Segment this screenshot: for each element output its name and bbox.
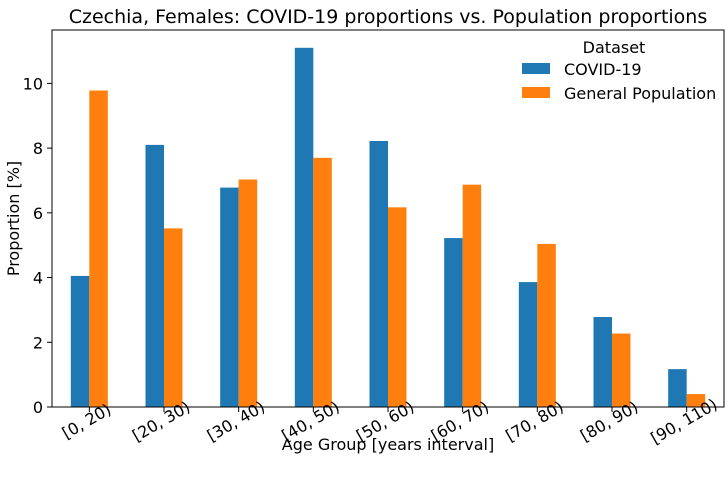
legend-swatch-population (522, 87, 550, 98)
y-tick-label-4: 8 (33, 139, 43, 158)
y-tick-label-2: 4 (33, 269, 43, 288)
legend-label-covid: COVID-19 (564, 60, 642, 79)
bar-covid-8 (668, 369, 687, 407)
bar-population-7 (612, 333, 631, 407)
bar-covid-5 (444, 238, 463, 407)
bar-population-2 (238, 179, 258, 407)
y-tick-label-5: 10 (23, 74, 43, 93)
y-tick-label-1: 2 (33, 333, 43, 352)
legend-title: Dataset (583, 38, 646, 57)
legend-swatch-covid (522, 63, 550, 74)
bar-covid-7 (593, 317, 612, 407)
bar-population-6 (537, 243, 556, 407)
legend: Dataset COVID-19 General Population (522, 38, 716, 103)
bar-population-0 (89, 90, 108, 407)
bar-population-5 (462, 184, 482, 407)
chart-title: Czechia, Females: COVID-19 proportions v… (69, 6, 708, 28)
bar-population-8 (686, 394, 706, 407)
bar-covid-2 (220, 187, 239, 407)
y-tick-label-3: 6 (33, 204, 43, 223)
bar-population-1 (164, 228, 183, 407)
bar-covid-4 (369, 141, 388, 407)
legend-label-population: General Population (564, 84, 716, 103)
y-tick-label-0: 0 (33, 398, 43, 417)
plot-frame (51, 29, 725, 408)
y-axis-title: Proportion [%] (4, 161, 23, 276)
bar-population-4 (388, 207, 407, 407)
bar-covid-0 (70, 275, 90, 407)
y-axis-ticks: 0 2 4 6 8 10 (23, 74, 52, 417)
x-axis-title: Age Group [years interval] (282, 435, 494, 454)
bars-layer (70, 47, 706, 408)
bar-population-3 (313, 157, 332, 407)
bar-covid-3 (294, 47, 314, 408)
bar-covid-1 (145, 144, 164, 407)
bar-covid-6 (518, 282, 538, 407)
